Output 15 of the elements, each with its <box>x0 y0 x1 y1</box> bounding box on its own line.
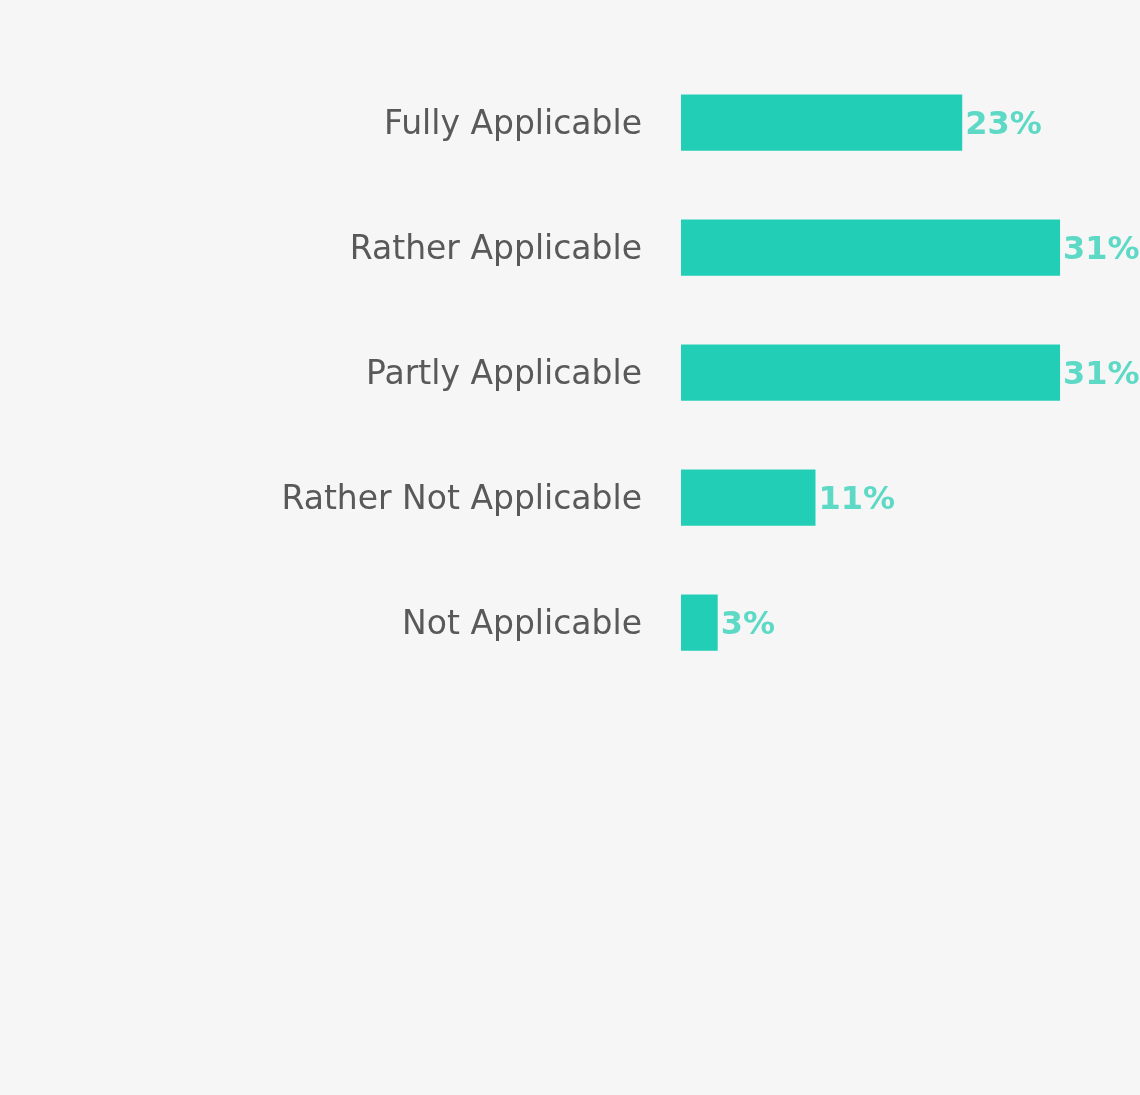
y-tick-label: Not Applicable <box>402 603 642 643</box>
data-label: 11% <box>818 478 896 517</box>
data-label: 31% <box>1063 353 1140 392</box>
data-label: 31% <box>1063 228 1140 267</box>
bar <box>681 594 718 651</box>
bar <box>681 344 1061 401</box>
y-tick-label: Fully Applicable <box>383 103 642 143</box>
data-label: 23% <box>965 103 1042 142</box>
y-tick-label: Partly Applicable <box>366 353 642 393</box>
bar <box>681 94 963 151</box>
bar <box>681 219 1061 276</box>
data-label: 3% <box>720 603 776 642</box>
y-tick-label: Rather Not Applicable <box>281 478 642 518</box>
y-tick-label: Rather Applicable <box>349 228 642 268</box>
bar <box>681 469 816 526</box>
